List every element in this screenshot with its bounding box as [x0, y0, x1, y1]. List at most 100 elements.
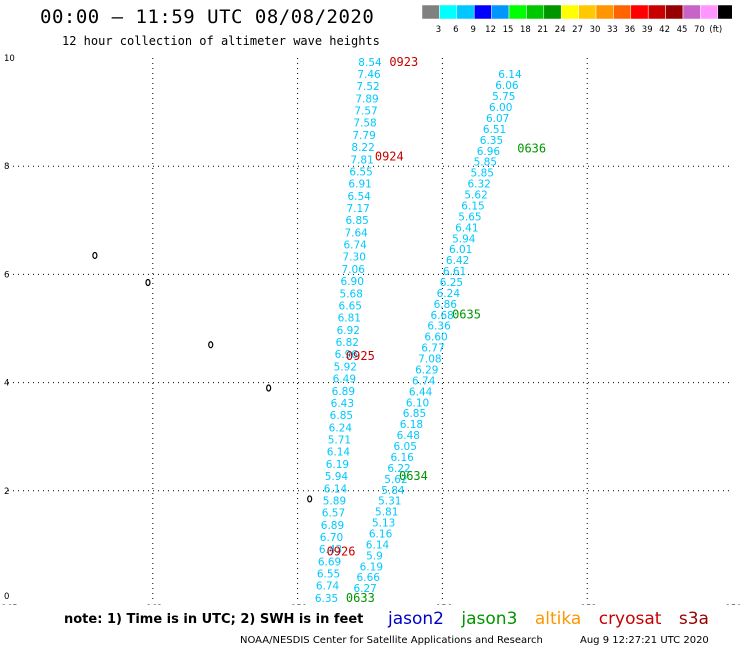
- scale-label: 27: [572, 25, 583, 35]
- wave-height-value: 6.24: [329, 422, 353, 434]
- wave-height-value: 5.71: [328, 435, 351, 447]
- wave-height-value: 6.41: [455, 222, 478, 234]
- wave-height-value: 6.65: [339, 300, 362, 312]
- wave-height-value: 6.51: [483, 124, 506, 136]
- island-outline: [307, 495, 313, 503]
- wave-height-value: 7.89: [355, 93, 378, 105]
- scale-label: 21: [537, 25, 548, 35]
- wave-height-value: 6.85: [403, 408, 426, 420]
- legend-jason2: jason2: [388, 609, 444, 629]
- wave-height-value: 6.14: [366, 539, 390, 551]
- y-tick-label: 8: [4, 162, 9, 172]
- wave-height-value: 6.77: [421, 343, 444, 355]
- wave-height-value: 6.05: [394, 441, 417, 453]
- y-tick-label: 6: [4, 270, 9, 280]
- wave-height-value: 5.81: [375, 507, 398, 519]
- wave-height-value: 5.92: [334, 361, 357, 373]
- scale-label: 70: [694, 25, 705, 35]
- wave-height-value: 7.52: [356, 81, 379, 93]
- wave-height-value: 7.46: [357, 69, 381, 81]
- scale-label: 9: [470, 25, 475, 35]
- footer-note: note: 1) Time is in UTC; 2) SWH is in fe…: [64, 612, 364, 627]
- satellite-legend: jason2 jason3 altika cryosat s3a: [388, 609, 721, 629]
- scale-label: 15: [503, 25, 514, 35]
- wave-height-value: 6.74: [316, 581, 340, 593]
- pass-time-label: 0636: [517, 141, 546, 155]
- wave-height-value: 6.16: [390, 452, 414, 464]
- wave-height-value: 6.35: [480, 135, 503, 147]
- scale-label: 33: [607, 25, 618, 35]
- wave-height-value: 6.91: [348, 179, 371, 191]
- wave-height-value: 6.15: [461, 200, 484, 212]
- wave-height-value: 6.18: [400, 419, 423, 431]
- wave-height-value: 6.44: [409, 386, 433, 398]
- wave-height-value: 7.58: [353, 118, 376, 130]
- wave-height-value: 6.49: [333, 374, 356, 386]
- wave-height-value: 6.85: [345, 215, 368, 227]
- wave-height-value: 5.85: [474, 157, 497, 169]
- wave-height-value: 6.10: [406, 397, 429, 409]
- scale-label: 3: [436, 25, 441, 35]
- pass-time-label: 0926: [327, 544, 356, 558]
- pass-time-label: 0924: [375, 149, 404, 163]
- wave-height-value: 5.75: [492, 91, 515, 103]
- wave-height-value: 6.81: [338, 313, 361, 325]
- wave-height-value: 6.16: [369, 529, 393, 541]
- scale-label: 18: [520, 25, 531, 35]
- wave-height-value: 6.55: [317, 569, 340, 581]
- wave-height-value: 6.36: [427, 321, 451, 333]
- scale-label: (ft): [709, 25, 722, 35]
- wave-height-value: 7.17: [346, 203, 369, 215]
- wave-height-value: 7.81: [350, 154, 373, 166]
- wave-height-value: 6.60: [424, 332, 447, 344]
- island-outline: [92, 251, 98, 260]
- wave-height-value: 6.22: [387, 463, 410, 475]
- x-tick-label: -165: [0, 604, 18, 605]
- wave-height-value: 6.19: [360, 561, 383, 573]
- wave-height-value: 8.22: [351, 142, 374, 154]
- wave-height-value: 6.70: [320, 532, 343, 544]
- pass-time-label: 0634: [399, 469, 428, 483]
- pass-time-label: 0633: [346, 591, 375, 605]
- color-scale-legend: 3 6 9 12 15 18 21 24 27 30 33 36 39 42 45 70 (ft): [422, 5, 732, 35]
- wave-height-value: 7.64: [344, 227, 368, 239]
- wave-height-value: 6.61: [443, 266, 466, 278]
- wave-height-value: 6.92: [337, 325, 360, 337]
- generated-date: Aug 9 12:27:21 UTC 2020: [580, 635, 709, 646]
- wave-height-value: 6.55: [349, 166, 372, 178]
- wave-height-value: 7.30: [343, 252, 366, 264]
- legend-s3a: s3a: [678, 609, 709, 629]
- scale-label: 45: [677, 25, 688, 35]
- scale-label: 12: [485, 25, 496, 35]
- scale-label: 39: [642, 25, 653, 35]
- y-tick-label: 0: [4, 592, 9, 602]
- x-tick-label: -153: [578, 604, 597, 605]
- wave-height-value: 5.94: [325, 471, 349, 483]
- wave-height-value: 6.14: [324, 483, 348, 495]
- x-tick-label: -156: [433, 604, 452, 605]
- y-tick-label: 10: [4, 54, 15, 64]
- wave-height-value: 7.08: [418, 354, 441, 366]
- wave-height-value: 5.9: [366, 550, 383, 562]
- wave-height-value: 6.96: [335, 349, 359, 361]
- pass-time-label: 0925: [346, 349, 375, 363]
- y-tick-label: 4: [4, 379, 9, 389]
- wave-height-value: 6.43: [331, 398, 354, 410]
- scale-label: 6: [453, 25, 458, 35]
- wave-height-value: 7.57: [354, 106, 377, 118]
- pass-time-label: 0635: [452, 307, 481, 321]
- wave-height-value: 6.06: [495, 80, 519, 92]
- wave-height-value: 6.82: [336, 337, 359, 349]
- wave-height-value: 6.00: [489, 102, 512, 114]
- wave-height-value: 5.62: [384, 474, 407, 486]
- wave-height-value: 6.85: [330, 410, 353, 422]
- wave-height-value: 6.01: [449, 244, 472, 256]
- scale-swatch: [717, 5, 732, 20]
- wave-height-value: 6.89: [321, 520, 344, 532]
- wave-height-value: 6.32: [467, 179, 490, 191]
- wave-height-value: 5.68: [340, 288, 363, 300]
- island-outline: [208, 341, 214, 349]
- wave-height-value: 7.79: [352, 130, 375, 142]
- scale-label: 30: [590, 25, 601, 35]
- wave-height-value: 6.54: [347, 191, 371, 203]
